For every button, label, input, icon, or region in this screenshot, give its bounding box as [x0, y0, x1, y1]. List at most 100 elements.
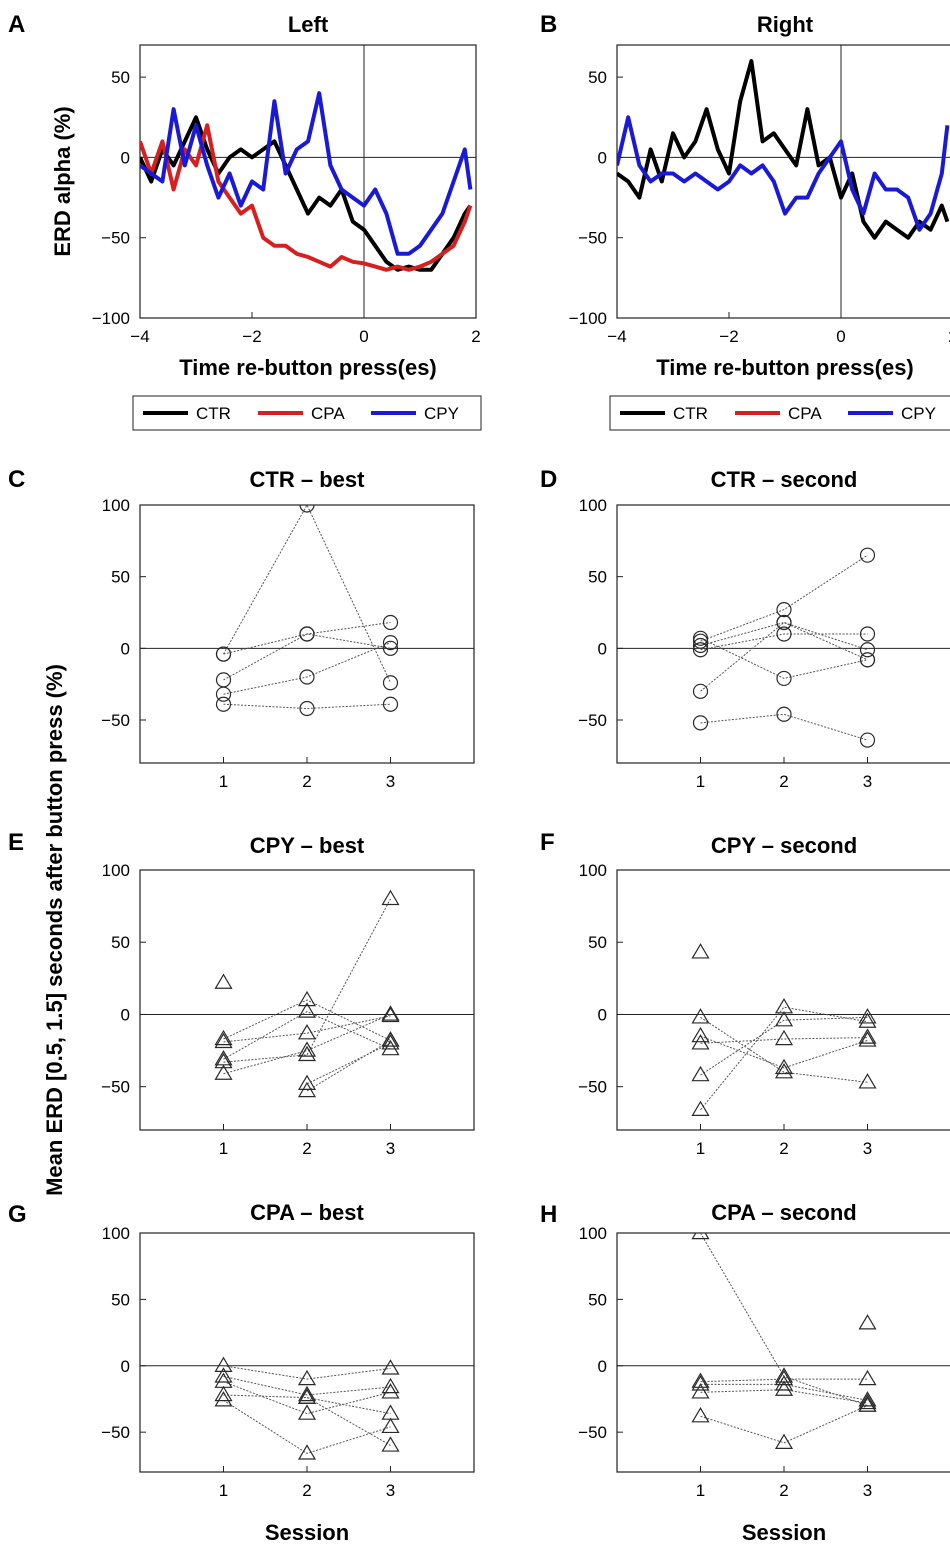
panel-title: CTR – second [711, 467, 858, 492]
y-tick-label: 0 [121, 1357, 130, 1376]
data-point [858, 1008, 877, 1024]
x-tick-label: 3 [863, 1481, 872, 1500]
subject-link [223, 1381, 391, 1415]
data-layer [215, 505, 399, 717]
data-point [381, 1383, 400, 1399]
y-tick-label: −50 [101, 711, 130, 730]
subject-link [700, 554, 868, 642]
data-point [691, 1375, 710, 1391]
subject-link [223, 1399, 391, 1454]
data-layer [140, 91, 473, 272]
data-point [691, 1034, 710, 1050]
subject-link [700, 621, 868, 651]
data-layer [691, 943, 877, 1116]
subject-link [700, 1383, 868, 1401]
legend-label-ctr: CTR [196, 404, 231, 423]
panel-letter: H [540, 1201, 557, 1228]
data-point [858, 1028, 877, 1044]
panel-f: F CPY – second −50 0 50 100 1 2 3 [540, 829, 950, 1158]
y-tick-label: 0 [121, 1005, 130, 1024]
panel-b: B Right −100 −50 0 50 −4 −2 0 2 Time re-button pre… [540, 11, 950, 380]
y-tick-label: 100 [579, 496, 607, 515]
x-tick-label: 1 [696, 1481, 705, 1500]
data-point [215, 696, 232, 712]
x-tick-label: 3 [386, 1481, 395, 1500]
data-point [382, 640, 399, 656]
y-tick-label: −50 [578, 229, 607, 248]
y-tick-label: 100 [579, 1224, 607, 1243]
y-tick-label: 0 [598, 1005, 607, 1024]
panel-c: C CTR – best −50 0 50 100 1 2 3 [8, 466, 475, 791]
data-point [691, 1008, 710, 1024]
y-tick-label: 100 [102, 861, 130, 880]
data-point [692, 642, 709, 658]
data-point [859, 547, 876, 563]
data-point [858, 1391, 877, 1407]
panel-h: H CPA – second −50 0 50 100 1 2 3 Session [540, 1200, 950, 1545]
data-point [214, 1385, 233, 1402]
subject-link [223, 1375, 391, 1396]
data-layer [617, 59, 950, 240]
data-point [214, 1052, 233, 1069]
x-tick-label: 0 [359, 327, 368, 346]
data-point [692, 637, 709, 654]
subject-link [700, 1405, 868, 1444]
x-tick-label: −4 [130, 327, 149, 346]
y-tick-label: 100 [102, 1224, 130, 1243]
data-point [297, 1369, 317, 1386]
subject-link [223, 633, 391, 655]
y-tick-label: −50 [578, 711, 607, 730]
x-tick-label: 3 [863, 772, 872, 791]
x-tick-label: 1 [219, 772, 228, 791]
data-point [297, 1045, 317, 1062]
y-tick-label: 50 [111, 568, 130, 587]
data-point [297, 1002, 317, 1018]
subject-link [700, 637, 868, 679]
data-point [381, 1039, 400, 1056]
y-tick-label: 100 [579, 861, 607, 880]
data-point [214, 1367, 233, 1383]
subject-link [223, 898, 391, 1063]
data-point [214, 1372, 233, 1388]
panel-title: CPY – second [711, 833, 857, 858]
data-point [381, 1436, 400, 1452]
data-point [691, 1026, 710, 1043]
data-point [858, 1369, 877, 1386]
panel-title: CPA – best [250, 1200, 364, 1225]
subject-link [223, 505, 391, 683]
panel-title: Right [757, 12, 814, 37]
data-point [691, 1100, 710, 1116]
data-point [858, 1393, 877, 1410]
plot-frame [616, 44, 950, 319]
subject-link [306, 1397, 391, 1446]
data-point [776, 614, 792, 631]
y-tick-label: −50 [101, 1078, 130, 1097]
data-layer [691, 1233, 877, 1449]
subject-link [306, 1042, 391, 1085]
subject-link [223, 999, 391, 1041]
data-point [214, 1032, 233, 1049]
panel-title: Left [288, 12, 329, 37]
data-point [859, 652, 876, 668]
x-tick-label: 1 [219, 1139, 228, 1158]
y-tick-label: −100 [569, 309, 607, 328]
x-tick-label: 1 [696, 1139, 705, 1158]
data-point [382, 696, 399, 712]
data-point [774, 998, 794, 1014]
x-tick-label: 2 [779, 1481, 788, 1500]
data-point [774, 1375, 794, 1391]
data-point [297, 1081, 317, 1098]
y-tick-label: 50 [588, 1290, 607, 1309]
panel-letter: D [540, 466, 557, 493]
data-point [381, 1005, 400, 1021]
x-tick-label: 0 [836, 327, 845, 346]
data-point [381, 889, 400, 906]
y-tick-label: 0 [598, 148, 607, 167]
plot-frame [139, 44, 477, 319]
panel-g: G CPA – best −50 0 50 100 1 2 3 Session [8, 1200, 475, 1545]
subject-link [223, 1013, 391, 1075]
subject-link [700, 1233, 868, 1407]
data-point [382, 614, 399, 631]
x-axis-label: Time re-button press(es) [656, 355, 914, 380]
